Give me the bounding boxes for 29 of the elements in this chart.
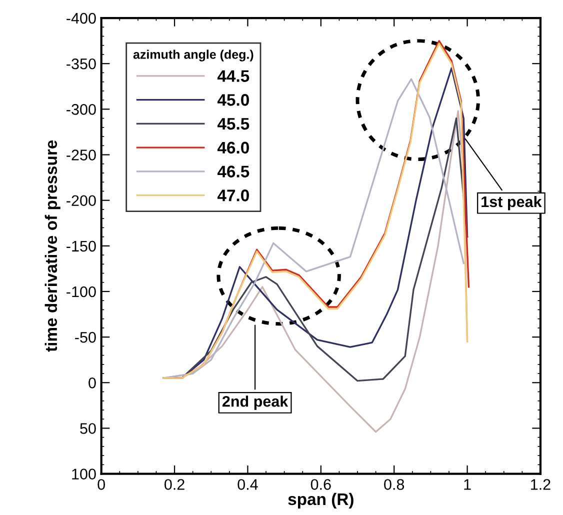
x-tick-label: 1 [464,479,471,490]
y-tick-label: -400 [66,12,96,24]
legend-label: 47.0 [217,190,249,202]
y-tick-label: 100 [72,468,96,480]
y-tick-label: -150 [66,240,96,252]
y-tick-label: 50 [80,423,96,434]
annotation: 2nd peak [222,396,288,410]
y-axis-title: time derivative of pressure [44,140,60,352]
y-tick-label: 0 [88,378,96,388]
x-axis-title: span (R) [288,492,354,508]
legend-label: 46.5 [217,166,250,178]
y-tick-label: -50 [75,332,96,343]
x-tick-label: 0 [98,479,105,490]
y-tick-label: -250 [66,150,96,160]
legend-label: 45.0 [217,94,249,106]
legend-label: 46.0 [217,142,249,154]
x-tick-label: 0.8 [384,479,404,490]
y-tick-label: -350 [66,58,96,70]
x-tick-label: 0.6 [310,479,331,490]
legend-title: azimuth angle (deg.) [133,50,254,62]
y-tick-label: -200 [66,195,96,206]
annotation: 1st peak [482,196,542,210]
x-tick-label: 1.2 [531,479,550,490]
y-tick-label: -100 [66,286,96,298]
legend-label: 44.5 [217,70,250,82]
x-tick-label: 0.4 [238,479,258,490]
legend-label: 45.5 [217,118,250,130]
x-tick-label: 0.2 [164,479,184,490]
y-tick-label: -300 [66,104,96,115]
